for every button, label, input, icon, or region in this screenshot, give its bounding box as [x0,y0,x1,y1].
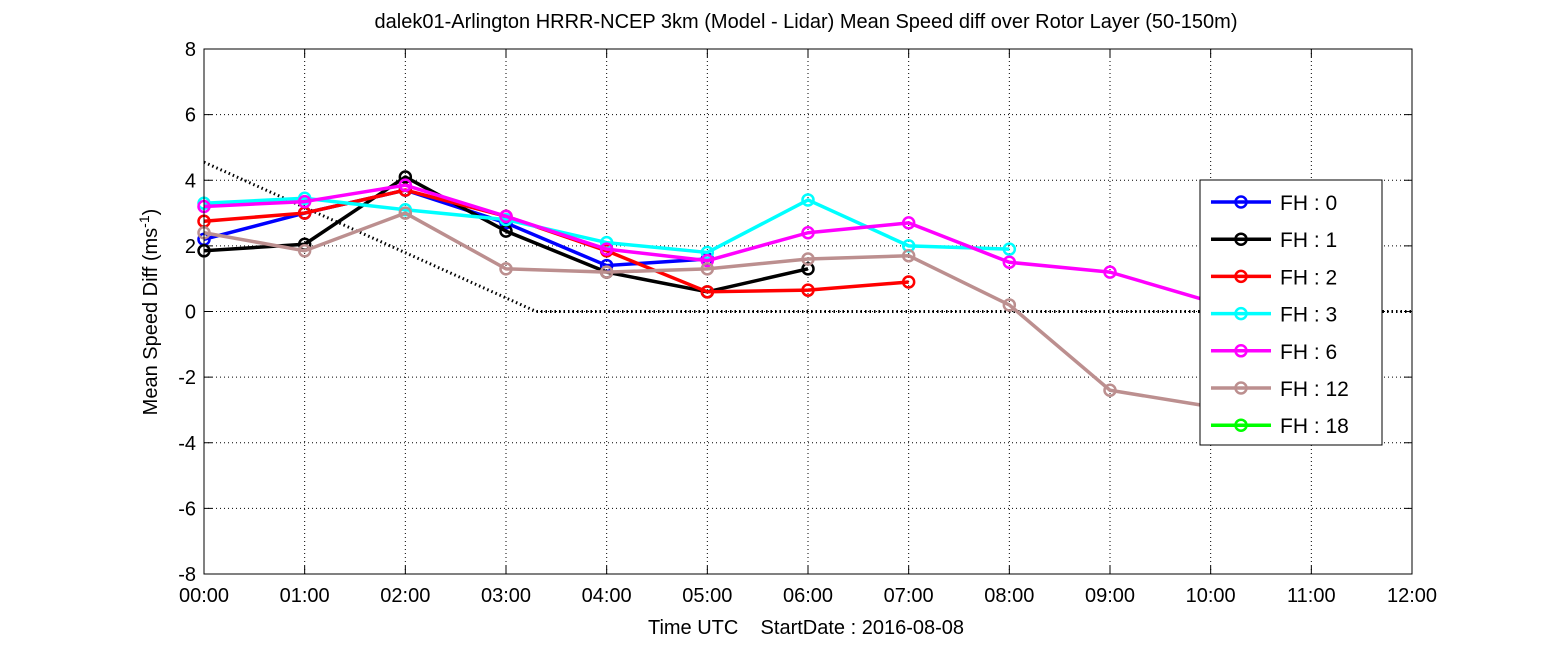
data-point [297,244,312,258]
data-point [801,283,815,297]
legend-item: FH : 3 [1211,304,1337,327]
axes [203,48,1413,575]
data-point [700,262,715,276]
x-tick-label: 05:00 [682,585,732,607]
series-line [203,211,1211,409]
x-tick-label: 04:00 [582,585,632,607]
y-axis-label: Mean Speed Diff (ms-1) [136,209,162,416]
legend-label: FH : 0 [1280,192,1337,215]
data-point [1103,383,1117,397]
data-point [801,252,815,266]
x-tick-label: 12:00 [1387,585,1437,607]
y-tick-label: -4 [178,433,196,455]
y-axis-label-close: ) [140,209,162,216]
data-point [801,226,815,240]
legend-item: FH : 18 [1211,415,1349,438]
y-tick-labels: -8 -6 -4 -2 0 2 4 6 8 [178,39,196,586]
grid-lines [204,49,1412,574]
legend-item: FH : 1 [1211,229,1337,252]
x-tick-label: 09:00 [1085,585,1135,607]
legend-item: FH : 6 [1211,341,1337,364]
x-tick-label: 00:00 [179,585,229,607]
data-point [700,253,715,268]
y-axis-label-main: Mean Speed Diff (ms [140,228,162,416]
legend-label: FH : 12 [1280,378,1349,401]
legend-swatch-marker [1234,344,1248,358]
legend-swatch-marker [1234,232,1248,246]
x-tick-label: 01:00 [280,585,330,607]
legend-label: FH : 3 [1280,304,1337,327]
x-tick-label: 03:00 [481,585,531,607]
x-tick-label: 11:00 [1287,585,1336,607]
legend-swatch-marker [1234,418,1248,432]
legend-item: FH : 12 [1211,378,1349,401]
y-tick-label: 6 [185,105,196,127]
x-tick-label: 02:00 [380,585,430,607]
data-point [398,170,413,184]
data-point [297,194,312,209]
data-point [398,178,413,192]
legend-swatch-marker [1234,306,1248,321]
legend-swatch-marker [1234,269,1248,284]
legend-swatch-marker [1234,381,1248,395]
legend-label: FH : 1 [1280,229,1337,252]
y-tick-label: -6 [178,498,196,520]
series-lines [197,170,1218,414]
x-tick-label: 06:00 [783,585,833,607]
data-point [599,265,614,279]
legend-label: FH : 2 [1280,266,1337,289]
data-point [599,242,614,256]
y-tick-label: 4 [185,170,196,192]
legend-item: FH : 2 [1211,266,1337,289]
y-axis-label-superscript: -1 [136,215,152,228]
y-tick-label: 0 [185,302,196,324]
x-tick-label: 08:00 [984,585,1034,607]
data-point [901,248,916,263]
y-tick-label: 8 [185,39,196,61]
data-point [499,209,513,224]
y-tick-label: -2 [178,367,196,389]
series-line [203,183,1212,304]
y-tick-label: -8 [178,564,196,586]
x-axis-label: Time UTC StartDate : 2016-08-08 [648,617,964,639]
x-tick-label: 07:00 [884,585,934,607]
series-4 [197,178,1218,309]
data-point [1002,298,1017,312]
data-point [901,275,916,289]
y-tick-label: 2 [185,236,196,258]
legend-swatch-marker [1234,195,1248,209]
x-tick-labels: 00:00 01:00 02:00 03:00 04:00 05:00 06:00 07:00… [179,585,1437,607]
chart-title: dalek01-Arlington HRRR-NCEP 3km (Model -… [375,11,1238,33]
data-point [1002,255,1017,270]
data-point [1103,265,1117,279]
legend-label: FH : 6 [1280,341,1337,364]
data-point [901,216,916,230]
data-point [398,206,413,220]
legend: FH : 0 FH : 1 FH : 2 FH : 3 FH : 6 FH : 12 FH … [1199,179,1383,446]
data-point [801,193,815,207]
data-point [700,285,715,299]
legend-label: FH : 18 [1280,415,1349,438]
data-point [1002,242,1017,256]
data-point [499,262,513,276]
x-tick-label: 10:00 [1186,585,1236,607]
data-point [700,245,715,260]
series-line [203,188,708,268]
legend-item: FH : 0 [1211,192,1337,215]
